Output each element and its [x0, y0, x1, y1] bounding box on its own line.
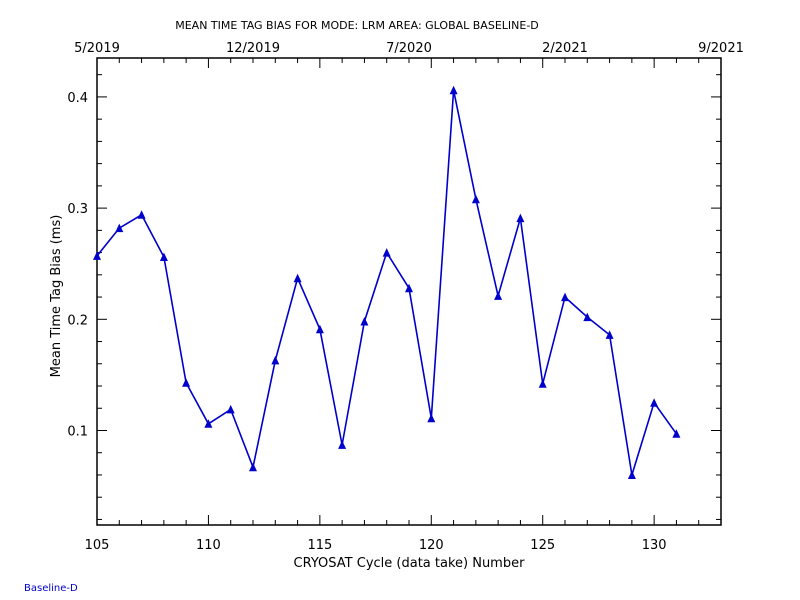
- x-tick-label: 120: [419, 538, 444, 553]
- x-tick-label: 125: [530, 538, 555, 553]
- data-point-marker: [182, 378, 191, 387]
- data-point-marker: [249, 462, 257, 472]
- data-point-marker: [538, 379, 547, 388]
- x-tick-label: 110: [196, 538, 221, 553]
- data-point-marker: [672, 429, 681, 438]
- x-tick-label: 115: [307, 538, 332, 553]
- data-point-marker: [360, 317, 369, 326]
- data-point-marker: [159, 252, 168, 261]
- data-point-marker: [449, 85, 458, 95]
- y-tick-labels: 0.1 0.2 0.3 0.4: [67, 91, 88, 440]
- series-markers: [93, 85, 681, 479]
- top-date-label: 7/2020: [386, 41, 432, 56]
- x-tick-label: 105: [85, 538, 110, 553]
- data-point-marker: [650, 398, 659, 407]
- top-date-label: 12/2019: [226, 41, 280, 56]
- series-line: [96, 90, 678, 476]
- data-point-marker: [226, 404, 235, 414]
- data-point-marker: [93, 251, 101, 260]
- data-point-marker: [271, 355, 280, 365]
- data-point-marker: [382, 248, 391, 257]
- y-axis-label: Mean Time Tag Bias (ms): [49, 215, 64, 378]
- data-point-marker: [427, 413, 436, 423]
- data-point-marker: [315, 324, 324, 334]
- data-point-marker: [471, 194, 480, 204]
- y-tick-label: 0.4: [67, 91, 88, 106]
- footer-baseline-label: Baseline-D: [24, 583, 78, 594]
- chart-title: MEAN TIME TAG BIAS FOR MODE: LRM AREA: G…: [175, 19, 539, 32]
- data-point-marker: [115, 223, 124, 233]
- data-point-marker: [204, 419, 213, 428]
- data-point-marker: [561, 292, 569, 302]
- top-date-label: 5/2019: [74, 41, 120, 56]
- data-point-marker: [627, 470, 636, 479]
- axis-ticks: [96, 58, 722, 525]
- x-axis-label: CRYOSAT Cycle (data take) Number: [294, 556, 526, 571]
- y-tick-label: 0.2: [67, 313, 88, 328]
- top-date-label: 9/2021: [698, 41, 744, 56]
- data-point-marker: [293, 273, 302, 283]
- data-point-marker: [583, 312, 592, 322]
- data-point-marker: [405, 283, 413, 293]
- x-tick-labels: 105 110 115 120 125 130: [85, 538, 667, 553]
- top-date-labels: 5/2019 12/2019 7/2020 2/2021 9/2021: [74, 41, 744, 56]
- x-tick-label: 130: [642, 538, 667, 553]
- data-point-marker: [605, 330, 614, 339]
- top-date-label: 2/2021: [542, 41, 588, 56]
- data-point-marker: [494, 291, 503, 300]
- y-tick-label: 0.1: [67, 424, 88, 439]
- data-point-marker: [338, 440, 347, 449]
- y-tick-label: 0.3: [67, 202, 88, 217]
- data-point-marker: [516, 213, 525, 223]
- data-point-marker: [137, 210, 146, 219]
